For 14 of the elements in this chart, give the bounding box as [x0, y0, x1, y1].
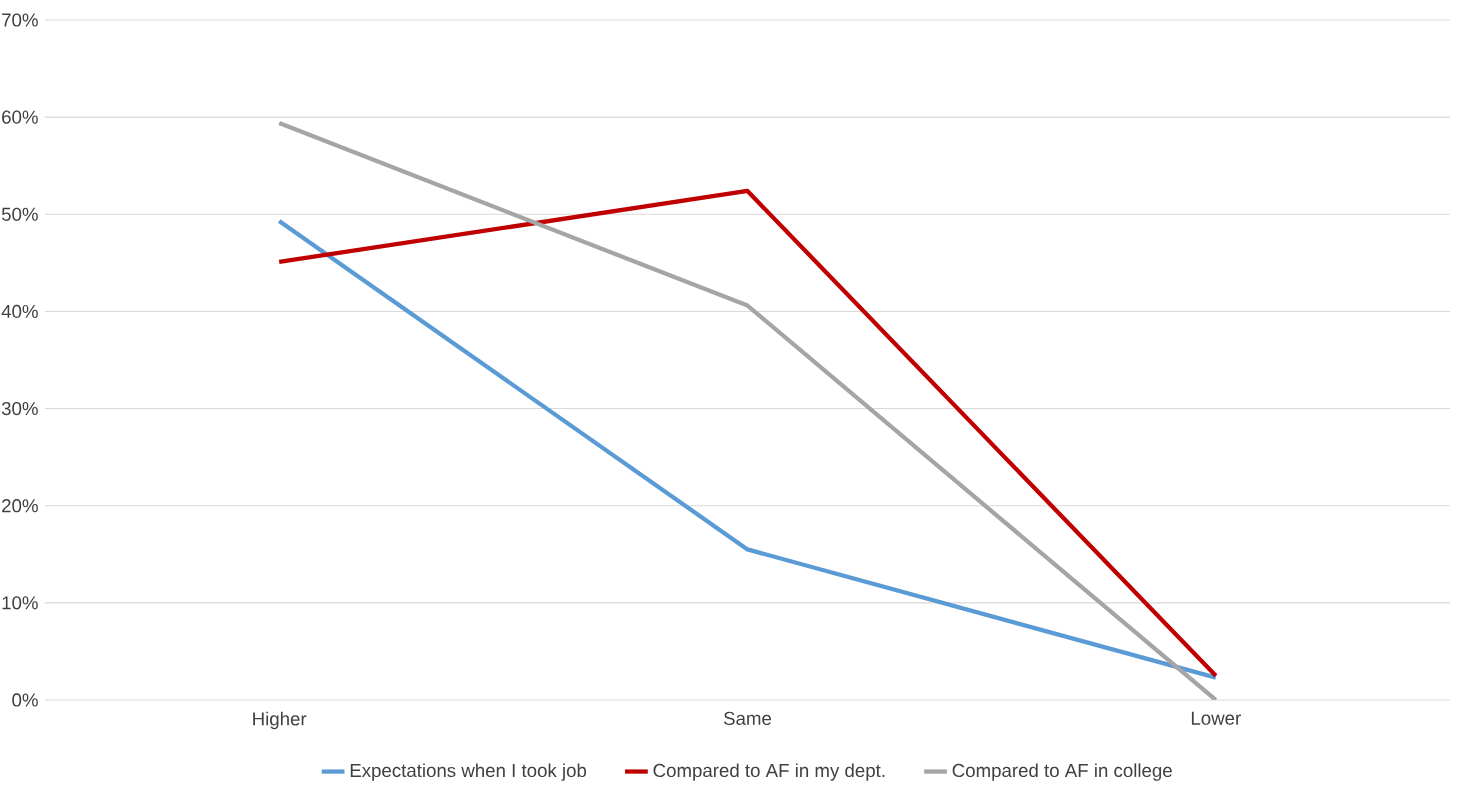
y-tick-label: 50% [1, 207, 38, 221]
x-tick-label: Lower [1191, 711, 1241, 725]
x-tick-label: Higher [253, 711, 307, 730]
y-tick-label: 10% [2, 596, 38, 610]
y-tick-label: 60% [2, 110, 38, 124]
legend-label: Expectations when I took job [350, 763, 587, 781]
x-tick-label: Same [723, 711, 772, 726]
legend-label: Compared to AF in college [952, 763, 1172, 781]
legend-label: Compared to AF in my dept. [653, 763, 885, 781]
y-tick-label: 0% [12, 693, 38, 707]
y-tick-label: 70% [2, 13, 38, 27]
y-tick-label: 30% [1, 401, 38, 416]
y-tick-label: 20% [2, 499, 38, 513]
y-tick-label: 40% [1, 304, 38, 319]
